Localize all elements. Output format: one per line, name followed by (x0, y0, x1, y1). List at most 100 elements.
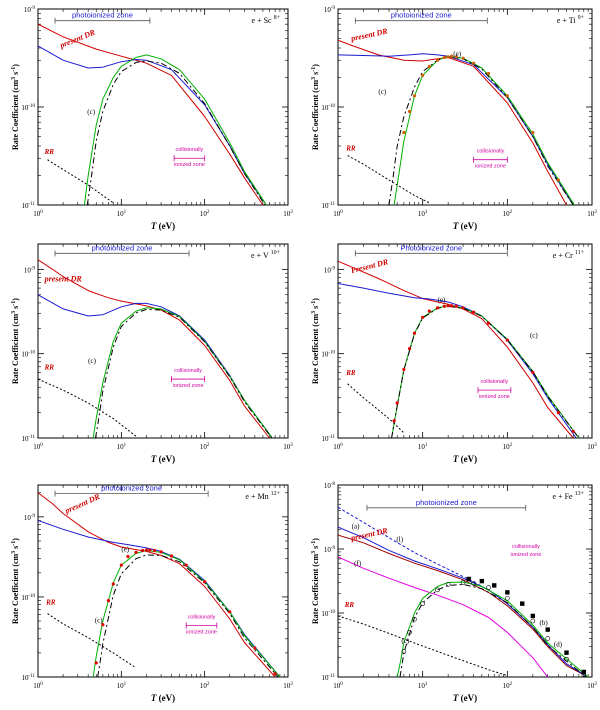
data-point-d-circles (460, 580, 466, 585)
ion-label: e + Sc 8+ (252, 15, 281, 25)
series-line-c (95, 308, 273, 438)
data-point-e-dots (442, 304, 446, 308)
curve-label: (e) (438, 296, 446, 304)
series-line-blue (38, 294, 273, 438)
series-line-green (83, 54, 267, 205)
x-tick-label: 102 (503, 443, 513, 451)
data-point-d-circles (407, 629, 412, 635)
x-axis-label: T (eV) (151, 221, 175, 231)
ion-label: e + Fe 13+ (553, 491, 585, 501)
plot-frame (337, 8, 593, 206)
curve-label: present DR (63, 492, 102, 516)
data-point-e-dots (101, 623, 105, 627)
collisional-zone-label: ionized zone (173, 383, 204, 389)
data-point-e-dots (556, 411, 560, 415)
y-tick-label: 10-9 (24, 514, 36, 522)
data-point-e-dots (435, 58, 440, 62)
y-tick-label: 10-10 (21, 351, 35, 359)
series-line-blue (38, 520, 281, 677)
series-line-c (97, 554, 279, 677)
series-line-present-dr (38, 492, 276, 677)
data-point-e-dots (531, 370, 535, 374)
curve-label: (c) (530, 332, 538, 340)
curve-label: (c) (95, 616, 103, 624)
data-point-e-dots (253, 646, 257, 650)
y-tick-label: 10-9 (324, 6, 336, 14)
y-axis-label: Rate Coefficient (cm3 s-1) (311, 64, 320, 150)
data-point-d-circles (420, 601, 425, 606)
x-tick-label: 102 (503, 682, 513, 690)
ion-label: e + V 10+ (251, 250, 281, 260)
collisional-zone-label: collisionally (174, 368, 202, 374)
data-point-e-dots (472, 310, 476, 314)
x-tick-label: 102 (200, 210, 210, 218)
data-point-d-circles (486, 585, 491, 590)
series-line-f-magenta (338, 556, 549, 677)
x-tick-label: 101 (418, 210, 428, 218)
data-point-e-dots (412, 331, 417, 335)
data-point-e-dots (111, 582, 115, 586)
data-point-d-circles (401, 649, 407, 654)
data-point-e-dots (141, 548, 145, 553)
data-point-e-dots (402, 130, 406, 135)
series-line-green (92, 307, 273, 438)
data-point-b-squares (581, 669, 586, 675)
y-tick-label: 10-11 (22, 435, 36, 443)
data-point-e-dots (144, 548, 149, 552)
series-line-rr (38, 378, 137, 437)
ion-label: e + Mn 12+ (245, 491, 280, 501)
photoionized-zone-label: photoionized zone (72, 11, 133, 20)
collisional-zone-label: ionized zone (479, 394, 510, 400)
data-point-e-dots (421, 73, 425, 78)
collisional-zone-label: ionized zone (174, 162, 205, 168)
photoionized-zone-label: Photoionized zone (400, 243, 462, 252)
y-tick-label: 10-9 (324, 546, 336, 554)
series-line-blue (338, 283, 577, 438)
data-point-e-dots (486, 321, 491, 325)
y-tick-label: 10-9 (24, 6, 36, 14)
x-axis-label: T (eV) (453, 454, 477, 464)
x-tick-label: 101 (117, 210, 127, 218)
data-point-d-circles (564, 656, 569, 662)
ion-label: e + Cr 11+ (553, 250, 585, 260)
y-tick-label: 10-11 (22, 202, 36, 210)
plot-frame (337, 484, 593, 678)
curve-label: present DR (44, 274, 83, 283)
y-tick-label: 10-10 (321, 351, 335, 359)
data-point-e-dots (159, 550, 163, 554)
x-tick-label: 103 (283, 682, 293, 690)
y-tick-label: 10-10 (321, 104, 335, 112)
series-line-rr (347, 155, 430, 204)
y-axis-label: Rate Coefficient (cm3 s-1) (11, 64, 20, 150)
data-point-e-dots (184, 563, 188, 567)
data-point-b-squares (479, 578, 485, 584)
data-point-e-dots (412, 94, 417, 98)
y-axis-label: Rate Coefficient (cm3 s-1) (11, 538, 20, 624)
chart-panel-3: 100 101 102 103 10-11 10-10 10-9 Rate Coefficie… (11, 243, 293, 464)
collisional-zone-label: collisionally (477, 149, 505, 155)
chart-panel-1: 100 101 102 103 10-11 10-10 10-9 Rate Coefficie… (11, 6, 293, 231)
series-line-rr (338, 615, 508, 677)
chart-panel-4: 100 101 102 103 10-11 10-10 10-9 Rate Coefficie… (311, 243, 597, 464)
data-point-e-dots (169, 554, 174, 558)
series-line-c (399, 583, 587, 677)
data-point-d-circles (471, 581, 476, 586)
data-point-e-dots (505, 94, 509, 98)
data-point-e-dots (152, 548, 157, 553)
x-tick-label: 103 (587, 682, 597, 690)
data-point-b-squares (545, 627, 550, 632)
series-line-a-blue (338, 526, 589, 677)
series-line-c (388, 56, 574, 205)
data-point-e-dots (134, 550, 138, 554)
data-point-b-squares (564, 650, 569, 655)
data-point-e-dots (486, 71, 491, 76)
series-line-rr (47, 613, 137, 669)
y-tick-label: 10-10 (21, 594, 35, 602)
data-point-e-dots (427, 309, 431, 313)
collisional-zone-label: collisionally (512, 544, 540, 550)
collisional-zone-label: collisionally (175, 147, 203, 153)
series-line-rr (47, 159, 114, 204)
x-tick-label: 102 (200, 443, 210, 451)
data-point-b-squares (466, 576, 471, 582)
data-point-b-squares (505, 590, 510, 595)
